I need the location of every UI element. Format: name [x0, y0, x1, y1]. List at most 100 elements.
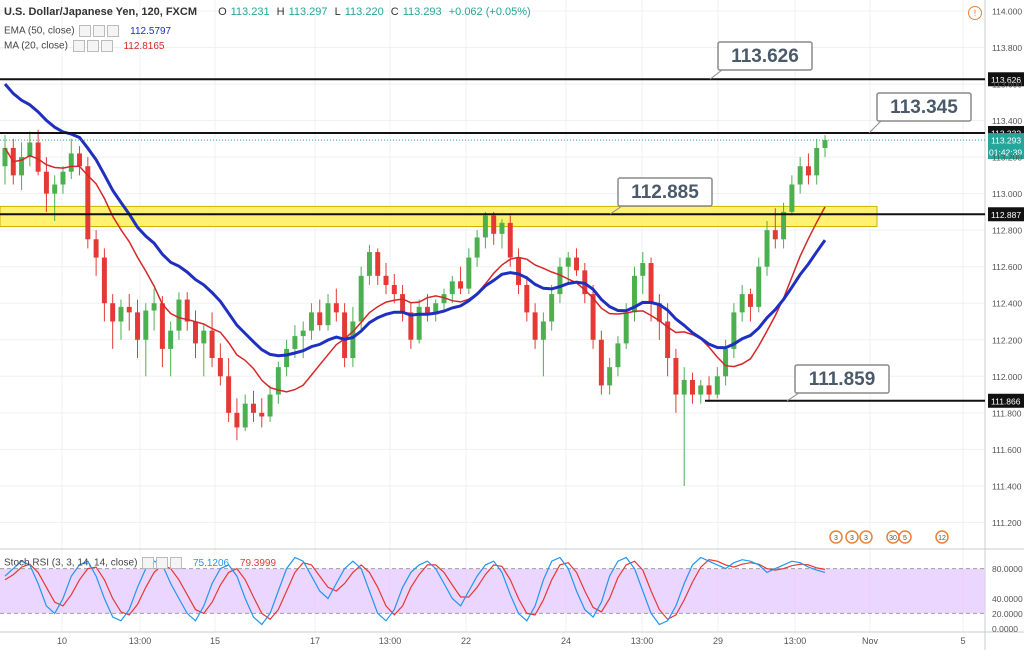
stoch-tick-label: 0.0000 — [992, 624, 1018, 634]
event-count: 3 — [864, 535, 868, 542]
visibility-icon[interactable] — [142, 557, 155, 569]
x-tick-label: 13:00 — [631, 636, 654, 646]
stoch-legend[interactable]: Stoch RSI (3, 3, 14, 14, close) 75.1206 … — [4, 557, 276, 569]
x-tick-label: 15 — [210, 636, 220, 646]
candle-body — [574, 257, 579, 271]
callout-box — [617, 177, 713, 207]
callout-box — [717, 41, 813, 71]
callout-box — [876, 92, 972, 122]
stoch-k-line — [4, 556, 826, 626]
y-tick-label: 112.800 — [992, 226, 1022, 236]
y-tick-label: 113.000 — [992, 189, 1022, 199]
stoch-tick-label: 20.0000 — [992, 609, 1023, 619]
ema-legend[interactable]: EMA (50, close) 112.5797 — [4, 25, 171, 37]
candle-body — [85, 166, 91, 240]
candle-body — [151, 303, 157, 311]
candle-body — [747, 294, 753, 307]
ma-legend[interactable]: MA (20, close) 112.8165 — [4, 40, 164, 52]
event-count: 3 — [850, 535, 854, 542]
candle-body — [698, 385, 704, 395]
candle-body — [358, 275, 364, 322]
open-value: 113.231 — [230, 6, 270, 18]
candle-body — [565, 257, 571, 267]
candle-body — [665, 321, 671, 359]
candle-body — [350, 321, 356, 359]
candle-body — [93, 239, 99, 258]
candle-body — [408, 312, 414, 340]
candle-body — [416, 306, 422, 340]
candle-body — [689, 379, 695, 395]
candle-body — [342, 312, 348, 359]
candle-body — [681, 379, 687, 395]
event-icon — [898, 530, 912, 544]
callout-label: 113.626 — [731, 46, 799, 67]
candle-body — [499, 222, 505, 234]
close-icon[interactable] — [170, 557, 183, 569]
stoch-tick-label: 80.0000 — [992, 564, 1023, 574]
candle-body — [656, 303, 662, 322]
callout-pointer — [786, 392, 800, 402]
candle-body — [333, 303, 339, 313]
candle-body — [35, 142, 41, 172]
candle-body — [168, 330, 174, 349]
close-icon[interactable] — [107, 25, 120, 37]
event-count: 12 — [938, 535, 946, 542]
close-icon[interactable] — [100, 40, 113, 52]
ma-line — [4, 147, 826, 393]
y-tick-label: 112.000 — [992, 372, 1022, 382]
candle-body — [284, 348, 290, 368]
settings-icon[interactable] — [86, 40, 99, 52]
event-icon — [859, 530, 873, 544]
stoch-d-line — [4, 559, 826, 621]
y-tick-label: 112.600 — [992, 262, 1022, 272]
candle-body — [507, 222, 513, 258]
visibility-icon[interactable] — [79, 25, 92, 37]
y-tick-label: 112.200 — [992, 335, 1022, 345]
level-axis-label: 113.626 — [991, 75, 1021, 85]
close-value: 113.293 — [402, 6, 442, 18]
level-axis-badge — [988, 72, 1024, 87]
candle-body — [433, 303, 439, 315]
candle-body — [598, 339, 604, 386]
y-tick-label: 113.400 — [992, 116, 1022, 126]
stoch-tick-label: 40.0000 — [992, 594, 1023, 604]
resistance-zone — [0, 205, 878, 228]
candle-body — [516, 257, 522, 285]
settings-icon[interactable] — [156, 557, 169, 569]
ema-value: 112.5797 — [130, 25, 172, 37]
candle-body — [317, 312, 323, 326]
candle-body — [805, 166, 811, 176]
settings-icon[interactable] — [93, 25, 106, 37]
candle-body — [184, 299, 190, 322]
x-tick-label: 24 — [561, 636, 571, 646]
candle-body — [242, 403, 248, 428]
candle-body — [201, 330, 207, 344]
x-tick-label: 22 — [461, 636, 471, 646]
candle-body — [159, 303, 165, 349]
candle-body — [267, 394, 273, 417]
event-icon — [935, 530, 949, 544]
candle-body — [226, 376, 232, 413]
ema-label: EMA (50, close) — [4, 25, 75, 37]
candle-body — [756, 266, 762, 307]
candle-body — [308, 312, 314, 331]
visibility-icon[interactable] — [72, 40, 85, 52]
candle-body — [60, 171, 66, 185]
candle-body — [2, 147, 8, 167]
low-label: L — [334, 6, 341, 18]
candle-body — [731, 312, 737, 349]
info-icon[interactable]: ! — [968, 6, 982, 20]
candle-body — [27, 142, 33, 158]
candle-body — [723, 348, 729, 377]
candle-body — [300, 330, 306, 337]
callout-label: 111.859 — [809, 369, 876, 390]
candle-body — [193, 321, 198, 344]
candle-body — [424, 306, 430, 315]
level-axis-label: 111.866 — [991, 396, 1021, 406]
candle-body — [772, 230, 778, 240]
event-icon — [829, 530, 843, 544]
change-value: +0.062 (+0.05%) — [448, 6, 531, 18]
event-count: 3 — [834, 535, 838, 542]
candle-body — [43, 171, 49, 194]
